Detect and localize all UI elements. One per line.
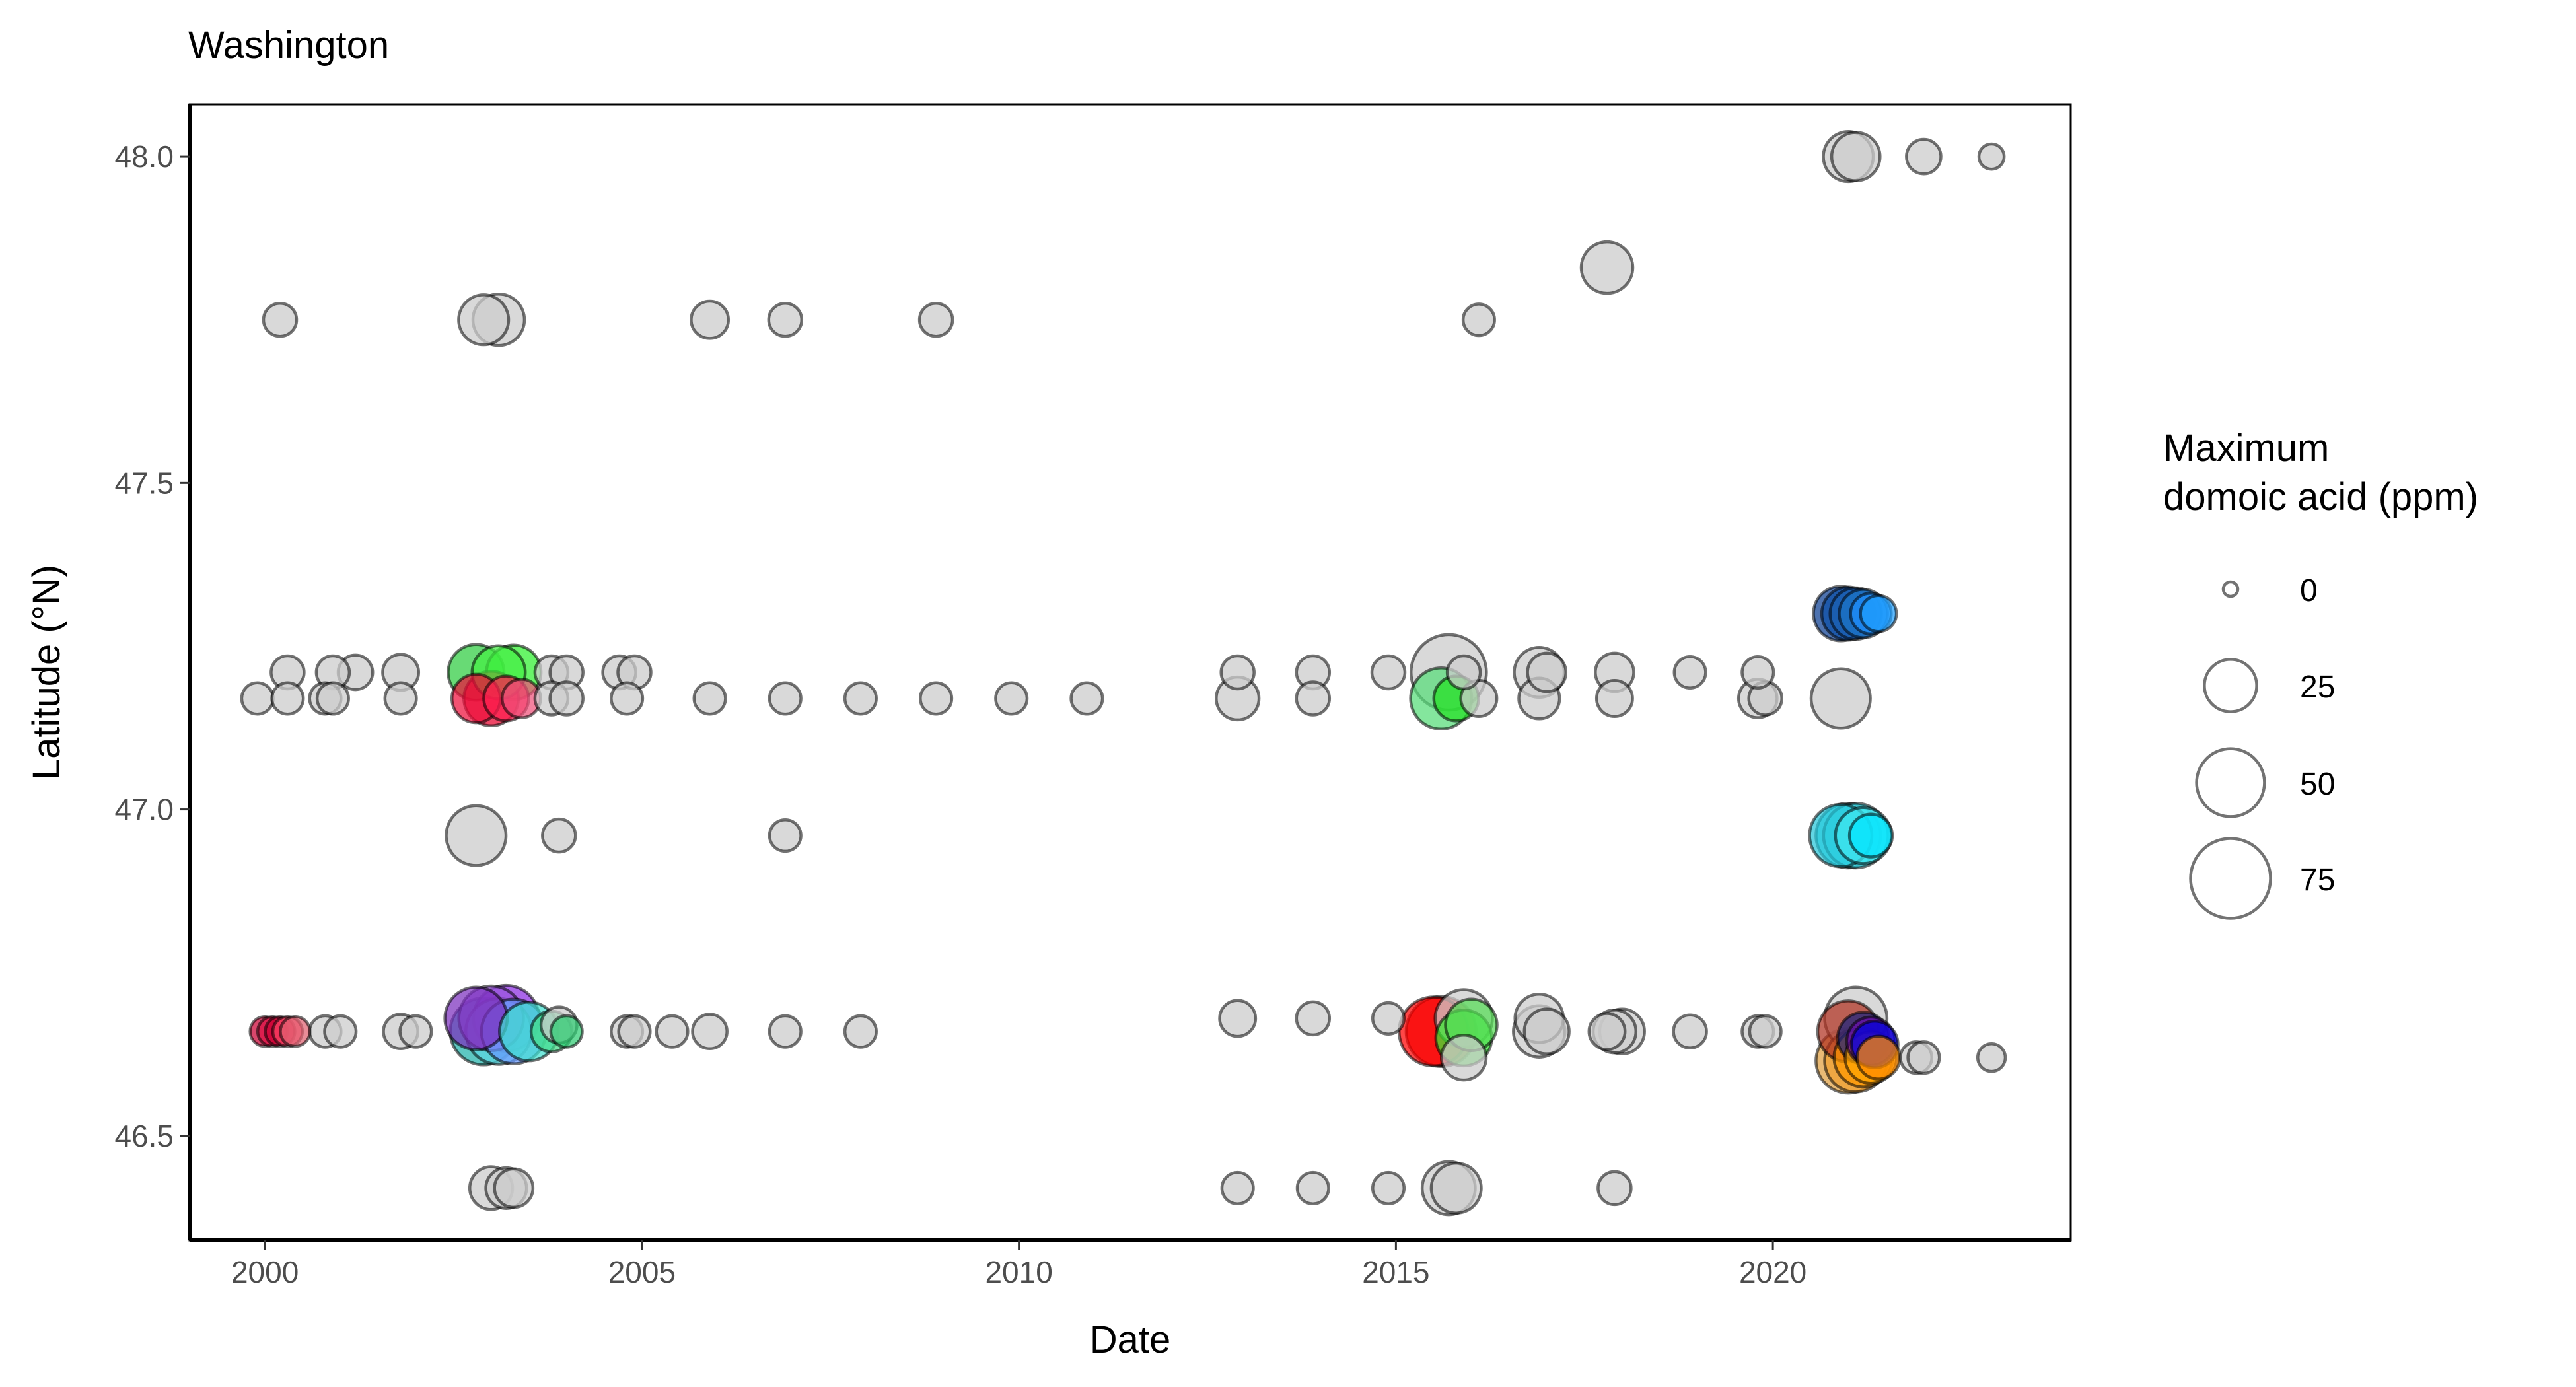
legend-entries: 0 25 50 75 [2189, 573, 2335, 920]
data-point [1220, 1170, 1255, 1205]
data-point [1461, 302, 1496, 338]
data-point [768, 681, 803, 716]
data-point [1905, 137, 1943, 176]
data-point [398, 1014, 433, 1049]
data-point [843, 1014, 878, 1049]
data-point [1371, 1170, 1406, 1205]
data-point-colored [1859, 594, 1898, 633]
data-point [1596, 1170, 1633, 1207]
data-point-colored [1847, 812, 1894, 859]
data-point [1218, 999, 1258, 1038]
x-axis-label: Date [1090, 1318, 1171, 1361]
legend-title-line-2: domoic acid (ppm) [2163, 476, 2478, 518]
legend-size-circle [2195, 747, 2266, 818]
data-point [262, 301, 299, 338]
data-point [445, 804, 508, 867]
legend-size-label: 75 [2300, 863, 2335, 898]
data-point-colored [549, 1014, 584, 1049]
x-tick-label: 2005 [608, 1255, 676, 1289]
data-point [493, 1167, 535, 1209]
legend-size-circle [2189, 837, 2272, 920]
data-point [768, 1014, 803, 1049]
data-point [691, 1013, 729, 1051]
data-point [1809, 667, 1872, 730]
y-tick-label: 48.0 [114, 139, 174, 174]
chart-title: Washington [188, 24, 389, 67]
size-legend: Maximum domoic acid (ppm) 0 25 50 75 [2163, 427, 2478, 920]
data-point [1672, 1013, 1708, 1049]
data-point-colored [443, 985, 509, 1051]
x-tick-label: 2010 [985, 1255, 1052, 1289]
y-tick-label: 47.0 [114, 793, 174, 827]
data-point [541, 817, 577, 854]
data-point [1295, 680, 1332, 717]
data-point [1740, 655, 1775, 690]
x-tick-label: 2020 [1739, 1255, 1807, 1289]
legend-size-label: 50 [2300, 767, 2335, 802]
data-point [692, 681, 727, 716]
data-point [994, 681, 1029, 716]
data-point [1748, 1014, 1783, 1049]
data-point [617, 1014, 652, 1049]
data-point [767, 301, 804, 338]
legend-size-circle [2203, 658, 2258, 713]
x-tick-label: 2000 [231, 1255, 299, 1289]
data-point [1370, 654, 1407, 691]
x-axis-ticks: 2000 2005 2010 2015 2020 [231, 1240, 1807, 1289]
data-points [240, 130, 2007, 1217]
data-point [1579, 240, 1635, 295]
data-point [1371, 1001, 1406, 1036]
data-point [1295, 1170, 1330, 1205]
data-point [315, 681, 350, 716]
data-point [1906, 1040, 1941, 1075]
data-point [1977, 142, 2006, 171]
data-point [1429, 1161, 1483, 1215]
data-point [457, 293, 511, 347]
legend-size-label: 0 [2300, 573, 2318, 608]
data-point [919, 681, 954, 716]
data-point [1439, 1034, 1488, 1082]
data-point [690, 299, 731, 340]
data-point [1445, 654, 1482, 691]
y-tick-label: 46.5 [114, 1119, 174, 1153]
data-point [610, 681, 645, 716]
data-point [1526, 651, 1568, 694]
data-point [917, 301, 954, 338]
data-point [1587, 1012, 1627, 1051]
legend-title-line-1: Maximum [2163, 427, 2329, 470]
data-point [1295, 1000, 1332, 1037]
data-point [1069, 681, 1104, 716]
x-tick-label: 2015 [1362, 1255, 1429, 1289]
data-point [323, 1014, 358, 1049]
data-point [1672, 655, 1707, 690]
data-point [1830, 131, 1882, 182]
data-point [655, 1014, 690, 1049]
y-tick-label: 47.5 [114, 466, 174, 500]
data-point [548, 680, 585, 717]
data-point [270, 681, 305, 716]
data-point [1976, 1042, 2007, 1073]
data-point [383, 681, 418, 716]
data-point [768, 818, 803, 853]
data-point [1522, 1007, 1571, 1055]
legend-size-label: 25 [2300, 670, 2335, 705]
data-point [1594, 679, 1634, 718]
legend-size-circle [2221, 580, 2240, 598]
data-point [843, 681, 878, 716]
y-axis-label: Latitude (°N) [25, 565, 68, 780]
y-axis-ticks: 46.5 47.0 47.5 48.0 [114, 139, 190, 1153]
data-point-colored [1855, 1034, 1902, 1081]
data-point [1219, 654, 1256, 691]
data-point [240, 681, 275, 716]
data-point-colored [279, 1015, 312, 1048]
